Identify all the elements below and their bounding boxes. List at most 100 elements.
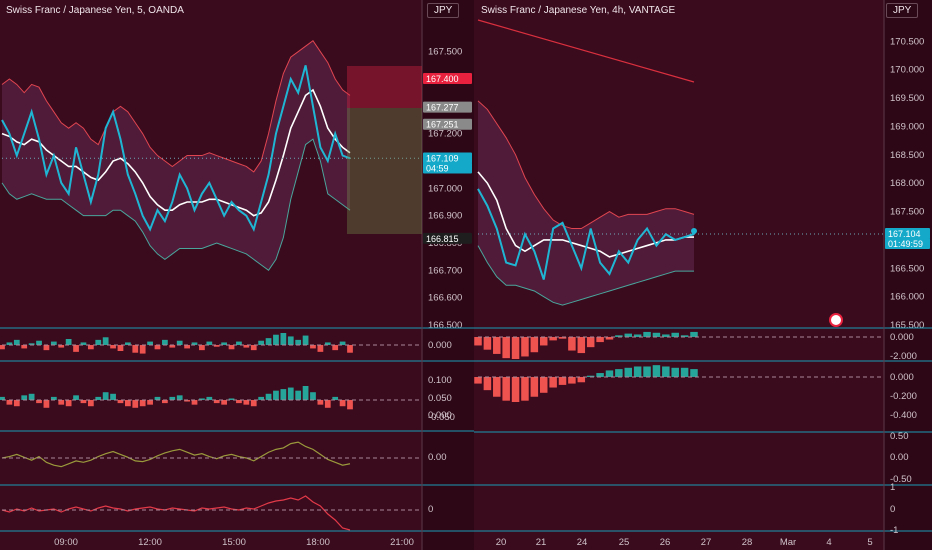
left-currency-button[interactable]: JPY [427, 3, 460, 18]
right-indicator-tick: 1 [890, 482, 895, 493]
right-time-tick: 27 [701, 537, 712, 548]
right-hist1-bar [615, 335, 623, 337]
right-hist1-bar [483, 337, 492, 350]
right-chart-svg[interactable]: 170.500 170.000 169.500 169.000 168.500 168.0… [474, 0, 932, 550]
left-price-badge [423, 118, 472, 130]
right-hist1-bar [530, 337, 539, 353]
right-hist1-bar [596, 337, 604, 343]
right-time-tick: 25 [619, 537, 630, 548]
right-hist1-bar [605, 337, 614, 340]
left-price-badge-label: 167.277 [426, 103, 459, 113]
left-time-tick: 09:00 [54, 537, 78, 548]
left-hist2-bar [176, 395, 183, 400]
left-hist1-bar [117, 345, 124, 351]
right-time-tick: 28 [742, 537, 753, 548]
left-price-badge [423, 152, 472, 164]
right-event-marker-icon[interactable] [829, 313, 843, 327]
left-hist1-bar [302, 335, 309, 345]
left-hist1-bar [154, 345, 161, 350]
right-price-tick: 166.500 [890, 263, 924, 274]
right-hist2-bar [577, 377, 586, 383]
right-chart-title: Swiss Franc / Japanese Yen, 4h, VANTAGE [481, 5, 676, 16]
left-hist2-bar [184, 400, 190, 402]
right-indicator-tick: -0.400 [890, 410, 917, 421]
left-indicator-tick: 0 [428, 504, 433, 515]
left-target-zone [347, 108, 422, 234]
left-price-badge [423, 162, 472, 174]
left-time-tick: 15:00 [222, 537, 246, 548]
right-hist2-bar [671, 367, 679, 377]
left-hist2-bar [21, 395, 28, 400]
left-axis-background [422, 0, 474, 550]
left-hist1-bar [6, 342, 13, 345]
left-hist2-bar [43, 400, 50, 408]
left-hist1-bar [332, 345, 339, 351]
left-time-tick: 12:00 [138, 537, 162, 548]
right-hist2-bar [530, 377, 539, 397]
left-hist1-bar [95, 339, 102, 345]
right-hist2-bar [586, 375, 595, 377]
left-hist1-bar [28, 343, 35, 345]
right-hist2-bar [633, 366, 642, 377]
right-hist1-bar [690, 331, 698, 337]
left-hist2-bar [162, 400, 168, 404]
right-hist1-bar [643, 331, 651, 337]
left-band-fill [2, 40, 350, 271]
left-chart-pane[interactable]: 167.500167.400167.300167.200167.100167.0… [0, 0, 474, 550]
right-band-fill [478, 100, 694, 306]
right-hist2-bar [624, 367, 633, 377]
right-hist2-bar [652, 365, 661, 377]
right-price-badge [885, 238, 930, 250]
left-hist2-bar [332, 396, 339, 400]
left-price-badge [423, 73, 472, 84]
right-price-tick: 170.000 [890, 65, 924, 76]
left-hist2-bar [28, 393, 35, 400]
right-hist2-bar [605, 370, 614, 377]
left-hist2-bar [13, 400, 20, 407]
left-indicator-tick: 0.000 [428, 340, 452, 351]
left-hist2-bar [258, 396, 265, 400]
right-price-badge [885, 228, 930, 240]
left-hist1-bar [317, 345, 324, 352]
left-hist1-bar [139, 345, 146, 354]
left-chart-title: Swiss Franc / Japanese Yen, 5, OANDA [6, 5, 184, 16]
left-hist2-bar [191, 400, 198, 405]
left-hist1-bar [65, 339, 72, 345]
right-hist1-bar [549, 337, 557, 341]
right-indicator-tick: -0.200 [890, 391, 917, 402]
right-hist2-bar [502, 377, 510, 401]
right-currency-button[interactable]: JPY [886, 3, 919, 18]
left-hist1-bar [132, 345, 139, 353]
right-time-tick: 4 [826, 537, 831, 548]
left-hist2-bar [295, 390, 302, 400]
left-hist1-bar [287, 336, 294, 345]
left-hist1-bar [87, 345, 94, 350]
left-hist2-bar [169, 396, 176, 400]
left-hist2-bar [65, 400, 72, 407]
left-chart-svg[interactable]: 167.500167.400167.300167.200167.100167.0… [0, 0, 474, 550]
left-hist1-bar [213, 345, 220, 347]
right-time-tick: 21 [536, 537, 547, 548]
right-indicator-tick: -1 [890, 525, 898, 536]
right-price-badge-label: 01:49:59 [888, 239, 923, 249]
right-long-ma-line [477, 19, 695, 83]
left-hist2-bar [228, 398, 235, 400]
right-chart-pane[interactable]: 170.500 170.000 169.500 169.000 168.500 168.0… [474, 0, 932, 550]
left-hist1-bar [58, 345, 65, 348]
right-indicator-tick: -0.50 [890, 474, 912, 485]
right-time-tick: Mar [780, 537, 796, 548]
left-hist1-bar [310, 345, 316, 349]
left-price-badge [423, 232, 472, 244]
left-price-badge-label: 166.815 [426, 234, 459, 244]
left-hist1-bar [176, 340, 183, 345]
left-hist2-bar [339, 400, 346, 407]
right-price-tick: 165.500 [890, 320, 924, 331]
left-hist2-bar [250, 400, 257, 407]
right-indicator-tick: 0.000 [890, 372, 914, 383]
left-hist1-bar [0, 345, 5, 350]
left-hist2-bar [132, 400, 139, 408]
left-band-lower-line [1, 138, 351, 272]
left-hist2-bar [102, 392, 109, 400]
right-hist1-bar [493, 337, 501, 354]
left-hist2-bar [147, 400, 153, 405]
